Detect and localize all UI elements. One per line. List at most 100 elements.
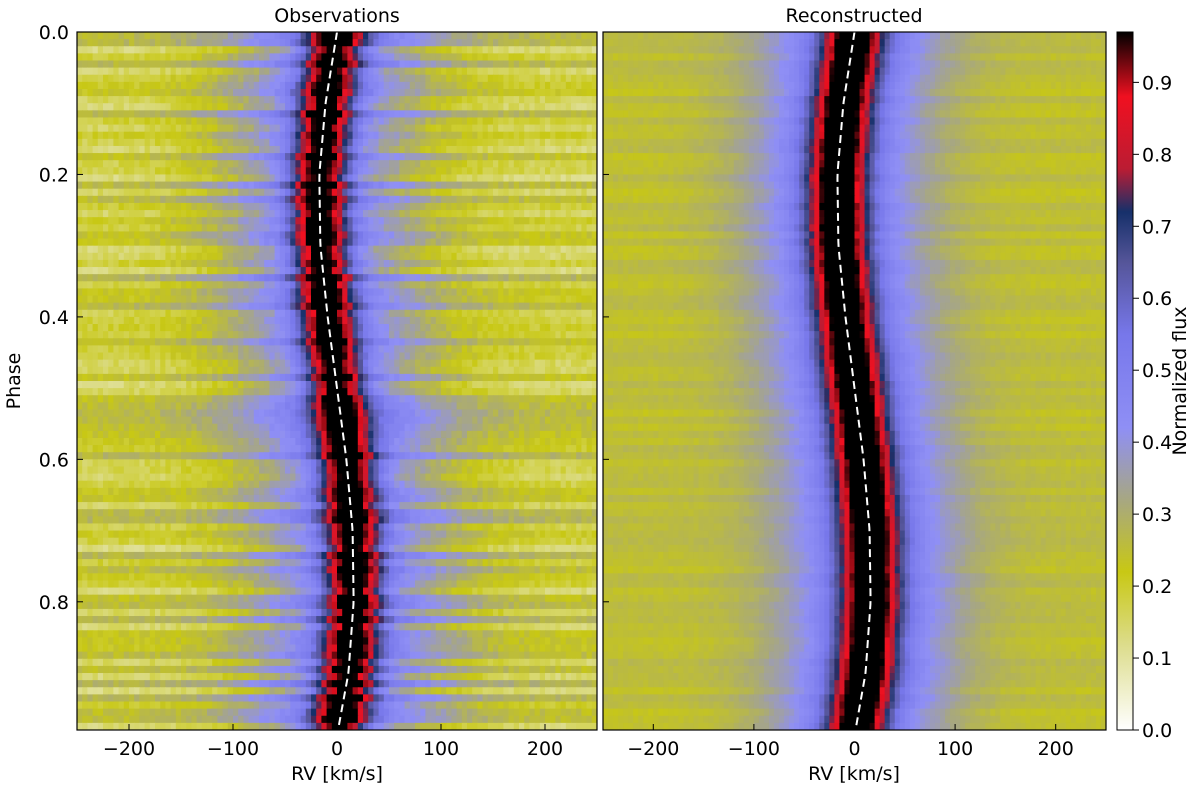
heatmap-cell xyxy=(191,188,198,197)
heatmap-cell xyxy=(565,174,572,183)
heatmap-cell xyxy=(446,88,452,97)
heatmap-cell xyxy=(565,181,572,190)
heatmap-cell xyxy=(222,145,229,154)
heatmap-cell xyxy=(394,138,400,147)
heatmap-cell xyxy=(461,338,468,346)
heatmap-cell xyxy=(331,74,338,83)
heatmap-cell xyxy=(420,217,426,225)
heatmap-cell xyxy=(519,210,525,218)
heatmap-cell xyxy=(508,245,515,254)
heatmap-cell xyxy=(139,53,146,62)
heatmap-cell xyxy=(201,39,208,47)
heatmap-cell xyxy=(155,231,161,240)
heatmap-cell xyxy=(503,60,510,69)
heatmap-cell xyxy=(394,32,400,40)
heatmap-cell xyxy=(534,202,541,211)
heatmap-cell xyxy=(160,145,166,154)
heatmap-cell xyxy=(498,224,504,233)
heatmap-cell xyxy=(305,117,312,126)
heatmap-cell xyxy=(342,153,348,161)
heatmap-cell xyxy=(97,231,104,240)
heatmap-cell xyxy=(321,39,328,47)
heatmap-cell xyxy=(279,145,286,154)
heatmap-cell xyxy=(243,267,250,275)
heatmap-cell xyxy=(227,124,234,133)
heatmap-cell xyxy=(243,167,250,176)
heatmap-cell xyxy=(316,103,322,111)
heatmap-cell xyxy=(77,345,83,354)
heatmap-cell xyxy=(409,53,416,62)
heatmap-cell xyxy=(160,345,166,354)
heatmap-cell xyxy=(233,174,239,183)
heatmap-cell xyxy=(545,210,551,218)
heatmap-cell xyxy=(539,381,546,389)
heatmap-cell xyxy=(482,245,489,254)
heatmap-cell xyxy=(186,217,192,225)
heatmap-cell xyxy=(316,331,322,339)
heatmap-cell xyxy=(352,259,359,268)
heatmap-cell xyxy=(144,96,151,104)
heatmap-cell xyxy=(352,309,359,318)
heatmap-cell xyxy=(435,145,442,154)
heatmap-cell xyxy=(300,331,307,339)
heatmap-cell xyxy=(316,259,322,268)
heatmap-cell xyxy=(222,60,229,69)
heatmap-cell xyxy=(545,316,551,325)
heatmap-cell xyxy=(550,295,556,304)
heatmap-cell xyxy=(139,153,146,161)
heatmap-cell xyxy=(175,74,182,83)
heatmap-cell xyxy=(529,110,536,119)
heatmap-cell xyxy=(207,245,213,254)
heatmap-cell xyxy=(170,39,177,47)
heatmap-cell xyxy=(264,316,270,325)
heatmap-cell xyxy=(524,359,530,368)
heatmap-cell xyxy=(446,181,452,190)
heatmap-cell xyxy=(279,267,286,275)
heatmap-cell xyxy=(347,338,354,346)
heatmap-cell xyxy=(394,366,400,375)
heatmap-cell xyxy=(415,359,421,368)
heatmap-cell xyxy=(295,267,302,275)
heatmap-cell xyxy=(550,252,556,261)
heatmap-cell xyxy=(347,160,354,168)
heatmap-cell xyxy=(305,252,312,261)
heatmap-cell xyxy=(103,167,109,176)
heatmap-cell xyxy=(545,60,551,69)
heatmap-cell xyxy=(155,302,161,311)
heatmap-cell xyxy=(186,259,192,268)
heatmap-cell xyxy=(420,224,426,233)
heatmap-cell xyxy=(139,117,146,126)
heatmap-cell xyxy=(253,117,260,126)
heatmap-cell xyxy=(217,53,224,62)
heatmap-cell xyxy=(201,210,208,218)
heatmap-cell xyxy=(144,202,151,211)
heatmap-cell xyxy=(508,302,515,311)
heatmap-cell xyxy=(321,238,328,247)
heatmap-cell xyxy=(383,366,390,375)
heatmap-cell xyxy=(550,96,556,104)
heatmap-cell xyxy=(321,316,328,325)
heatmap-cell xyxy=(524,167,530,176)
heatmap-cell xyxy=(545,167,551,176)
heatmap-cell xyxy=(170,309,177,318)
heatmap-cell xyxy=(165,188,172,197)
heatmap-cell xyxy=(498,67,504,76)
heatmap-cell xyxy=(560,145,567,154)
heatmap-cell xyxy=(342,138,348,147)
heatmap-cell xyxy=(243,238,250,247)
heatmap-cell xyxy=(331,153,338,161)
heatmap-cell xyxy=(285,359,291,368)
heatmap-cell xyxy=(253,53,260,62)
heatmap-cell xyxy=(311,359,317,368)
heatmap-cell xyxy=(118,345,125,354)
heatmap-cell xyxy=(87,153,94,161)
heatmap-cell xyxy=(108,188,114,197)
heatmap-cell xyxy=(581,366,588,375)
heatmap-cell xyxy=(118,302,125,311)
heatmap-cell xyxy=(201,74,208,83)
heatmap-cell xyxy=(196,131,203,140)
heatmap-cell xyxy=(144,359,151,368)
heatmap-cell xyxy=(534,81,541,90)
heatmap-cell xyxy=(378,217,385,225)
heatmap-cell xyxy=(108,381,114,389)
